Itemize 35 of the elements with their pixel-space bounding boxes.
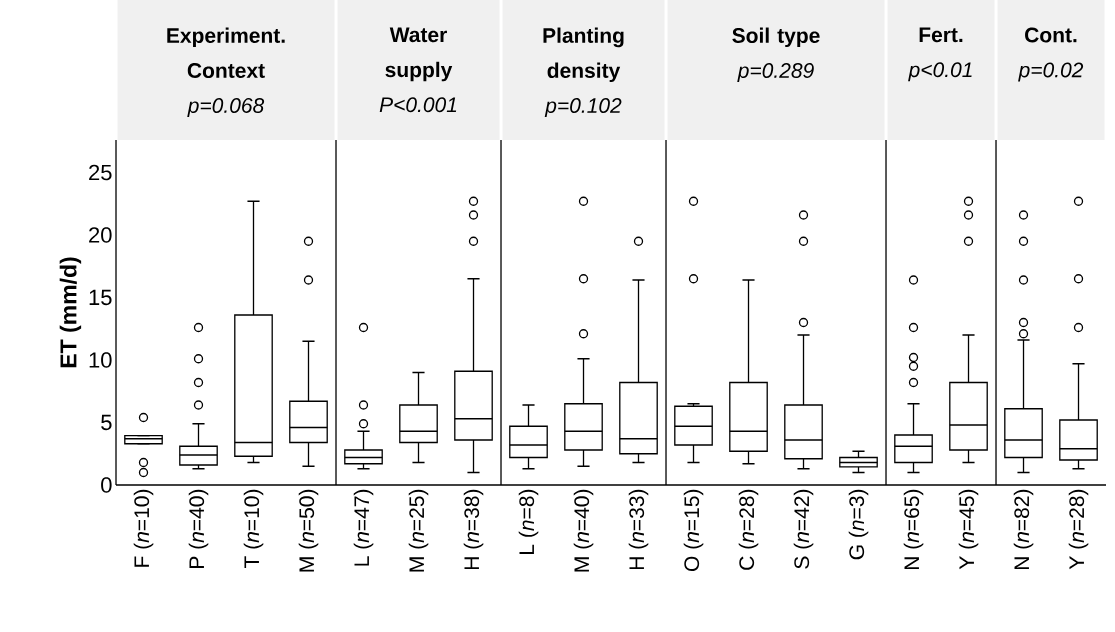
x-tick-label: M (n=25) [408,489,429,572]
x-tick-label: T (n=10) [243,489,264,569]
x-tick-label: N (n=65) [903,489,924,570]
y-tick-label: 0 [101,477,112,493]
x-tick-label: L (n=8) [518,489,539,554]
y-tick-label: 25 [89,164,112,181]
chart-subtitle: P<0.001 [379,97,457,113]
x-tick-label: S (n=42) [793,489,814,569]
x-tick-label: G (n=3) [848,489,869,560]
x-tick-label: L (n=47) [353,489,374,566]
y-tick-label: 15 [89,289,112,306]
chart-title: Soil type [732,27,820,48]
x-tick-label: Y (n=45) [958,489,979,570]
chart-subtitle: p=0.289 [737,63,814,83]
chart-subtitle: p<0.01 [908,62,972,82]
x-tick-label: Y (n=28) [1068,489,1089,570]
x-tick-label: N (n=82) [1013,489,1034,570]
y-tick-label: 5 [101,414,112,431]
x-tick-label: M (n=50) [298,489,319,572]
chart-title: Cont. [1025,27,1077,43]
y-tick-label: 10 [89,352,112,368]
x-tick-label: C (n=28) [738,489,759,570]
y-axis-title: ET (mm/d) [59,257,82,368]
chart-title: Fert. [919,27,963,43]
chart-title: Water supply [385,27,453,82]
x-tick-label: H (n=38) [463,489,484,570]
chart-subtitle: p=0.068 [187,98,265,118]
x-tick-label: P (n=40) [188,489,209,568]
y-tick-label: 20 [89,227,112,243]
x-tick-label: O (n=15) [683,489,704,571]
x-tick-label: F (n=10) [133,489,154,567]
chart-subtitle: p=0.102 [544,98,622,118]
x-tick-label: M (n=40) [573,489,594,572]
x-tick-label: H (n=33) [628,489,649,570]
chart-subtitle: p=0.02 [1018,62,1084,82]
